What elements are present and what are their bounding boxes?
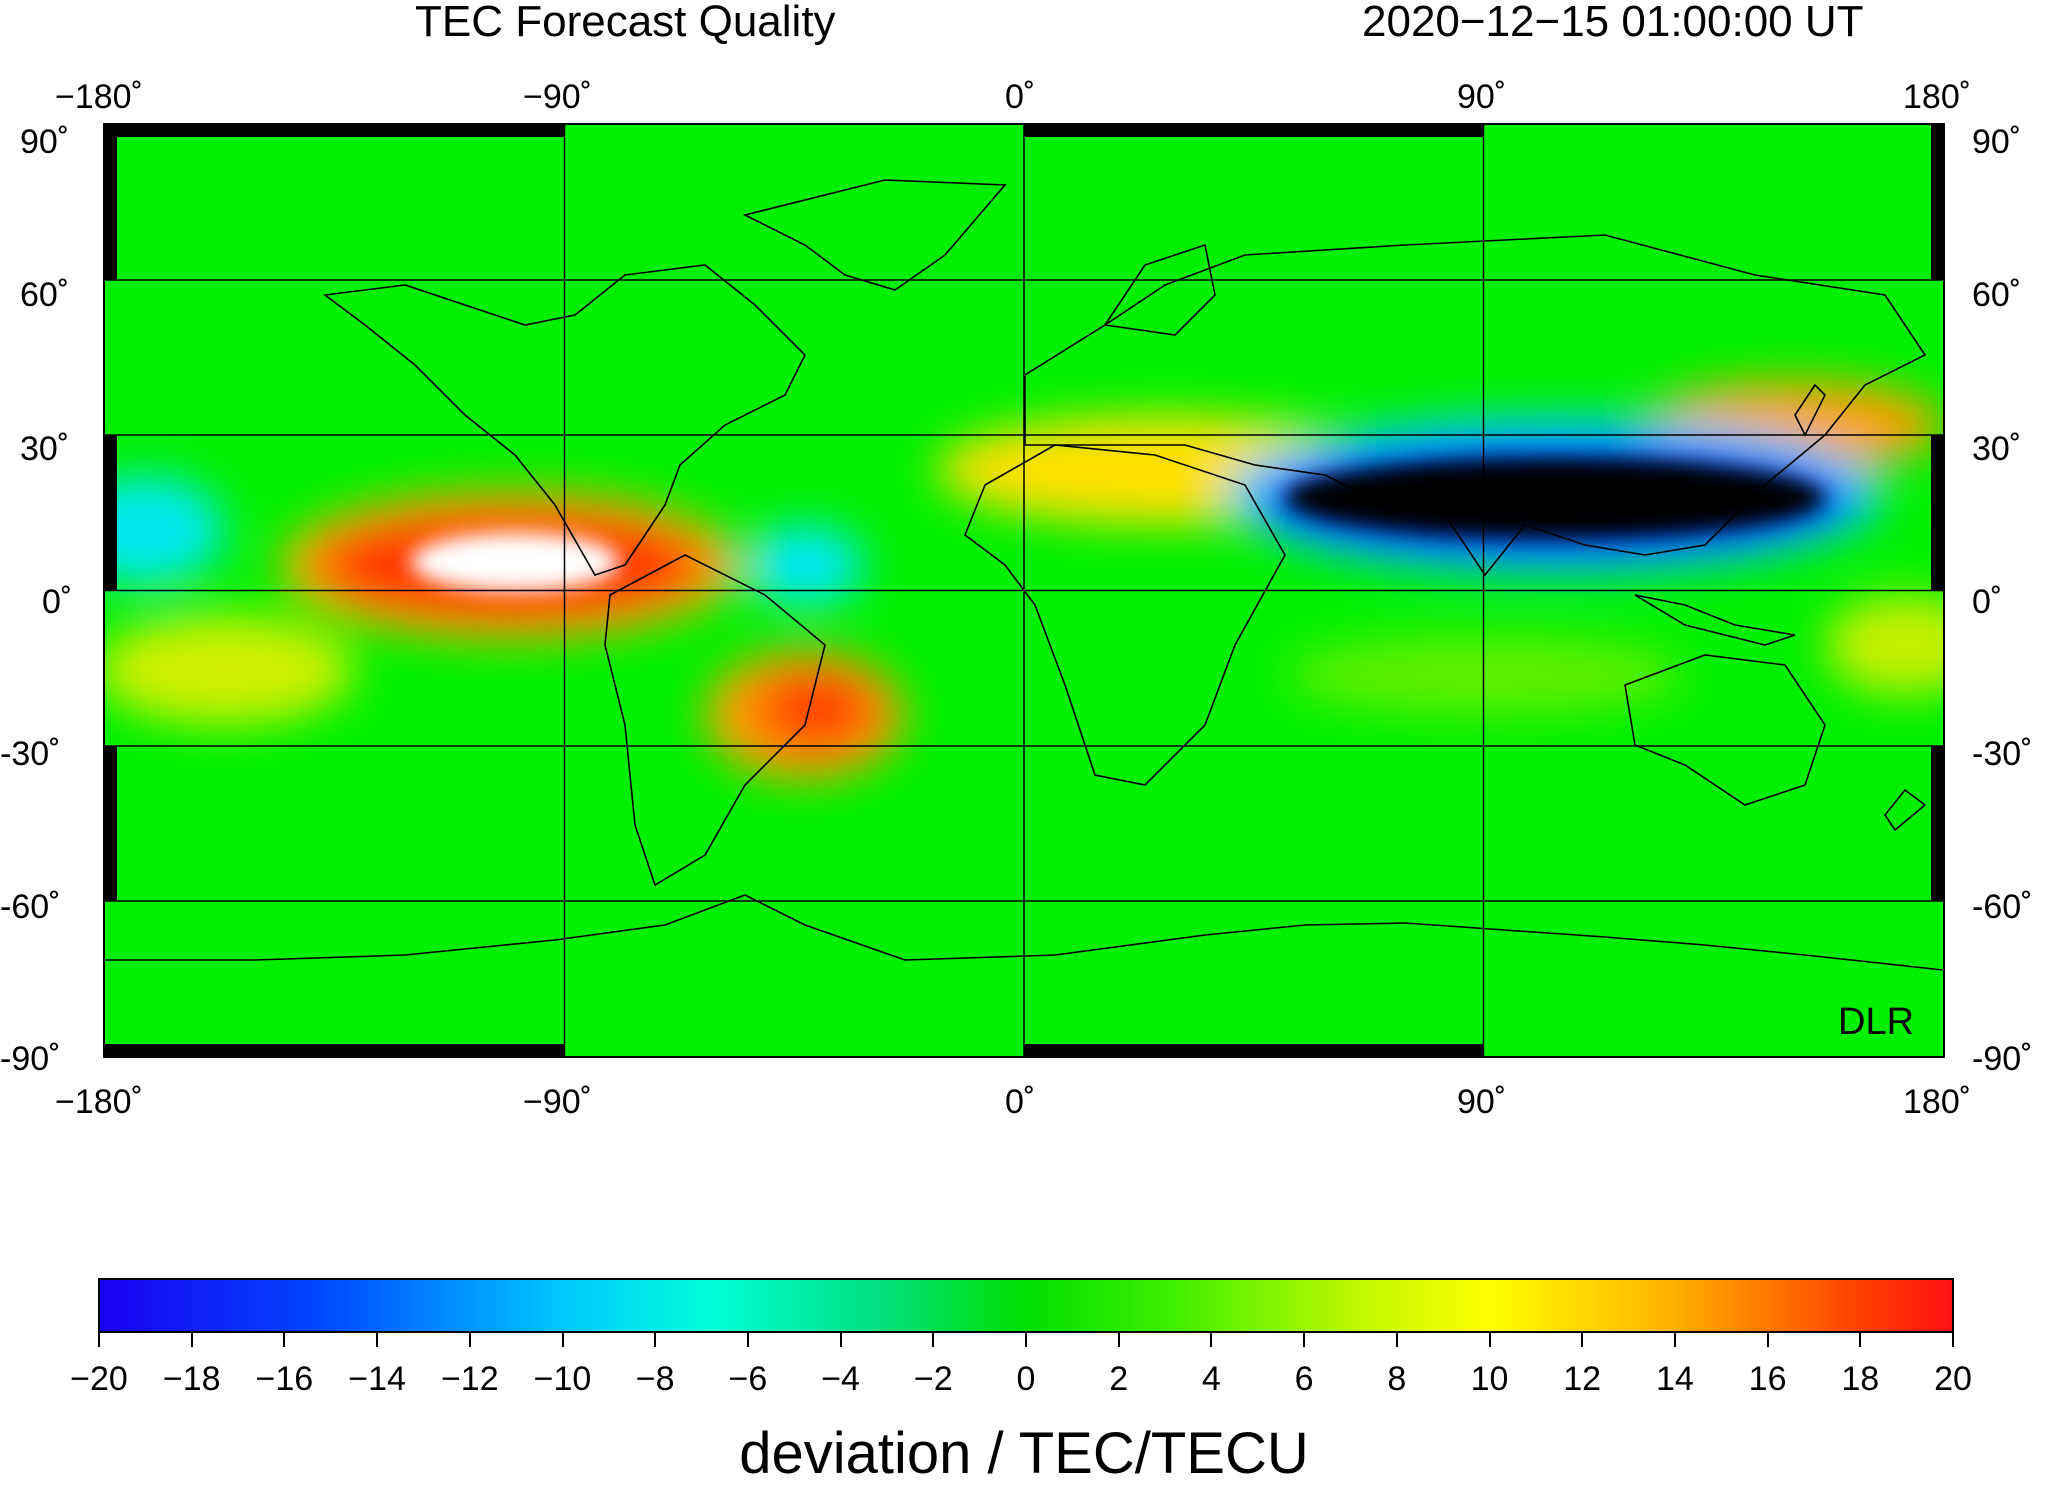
colorbar-tick-mark <box>1859 1333 1862 1347</box>
lat-tick-left: 60˚ <box>20 276 70 314</box>
coast-indonesia <box>1634 594 1796 646</box>
lon-tick-top: 180˚ <box>1903 78 1972 116</box>
lon-tick-bottom: −180˚ <box>55 1083 143 1121</box>
lat-tick-right: -60˚ <box>1972 888 2033 926</box>
colorbar-tick-label: 16 <box>1748 1360 1787 1398</box>
colorbar-tick-label: 18 <box>1841 1360 1880 1398</box>
colorbar-tick-label: −20 <box>70 1360 128 1398</box>
colorbar-tick-mark <box>746 1333 749 1347</box>
colorbar-tick-mark <box>1488 1333 1491 1347</box>
lat-tick-left: -30˚ <box>0 735 61 773</box>
coast-africa <box>964 444 1286 786</box>
colorbar-tick-mark <box>1303 1333 1306 1347</box>
coast-antarctica <box>105 894 1943 971</box>
colorbar-tick-label: −4 <box>821 1360 860 1398</box>
colorbar <box>98 1278 1954 1333</box>
lon-tick-bottom: −90˚ <box>523 1083 592 1121</box>
colorbar-tick-mark <box>654 1333 657 1347</box>
lon-tick-top: −180˚ <box>55 78 143 116</box>
lat-tick-right: 0˚ <box>1972 583 2003 621</box>
colorbar-tick-mark <box>1395 1333 1398 1347</box>
colorbar-tick-label: −2 <box>913 1360 953 1398</box>
colorbar-tick-mark <box>1581 1333 1584 1347</box>
lat-tick-left: 30˚ <box>20 430 70 468</box>
coast-australia <box>1624 654 1826 806</box>
lat-tick-left: -60˚ <box>0 888 61 926</box>
anomaly-east-pacific-core <box>410 532 620 592</box>
timestamp: 2020−12−15 01:00:00 UT <box>1362 0 1864 46</box>
coastlines <box>105 179 1943 971</box>
coast-new-zealand <box>1884 788 1927 832</box>
lon-tick-bottom: 180˚ <box>1903 1083 1972 1121</box>
colorbar-tick-label: 8 <box>1387 1360 1407 1398</box>
colorbar-tick-label: 4 <box>1201 1360 1221 1398</box>
colorbar-tick-mark <box>1117 1333 1120 1347</box>
lat-tick-right: -30˚ <box>1972 735 2033 773</box>
indian-ocean-tint <box>1285 635 1685 715</box>
credit-label: DLR <box>1838 1001 1915 1043</box>
lon-tick-bottom: 0˚ <box>1005 1083 1036 1121</box>
colorbar-tick-label: −8 <box>635 1360 675 1398</box>
colorbar-tick-label: 14 <box>1655 1360 1694 1398</box>
colorbar-tick-label: 12 <box>1563 1360 1602 1398</box>
colorbar-tick-label: −18 <box>162 1360 221 1398</box>
lon-tick-top: 90˚ <box>1457 78 1507 116</box>
colorbar-tick-label: 2 <box>1109 1360 1129 1398</box>
colorbar-tick-label: 20 <box>1934 1360 1972 1398</box>
map-title: TEC Forecast Quality <box>415 0 836 46</box>
colorbar-tick-mark <box>561 1333 564 1347</box>
colorbar-tick-mark <box>376 1333 379 1347</box>
lon-tick-top: −90˚ <box>523 78 592 116</box>
colorbar-tick-mark <box>468 1333 471 1347</box>
graticule <box>105 125 1943 1056</box>
lat-tick-right: 30˚ <box>1972 430 2022 468</box>
coast-japan <box>1794 383 1826 437</box>
tec-map <box>105 125 1943 1056</box>
colorbar-tick-label: 0 <box>1016 1360 1036 1398</box>
colorbar-tick-mark <box>839 1333 842 1347</box>
lat-tick-right: 60˚ <box>1972 276 2022 314</box>
colorbar-label: deviation / TEC/TECU <box>739 1421 1309 1486</box>
coast-north-america <box>322 264 806 576</box>
anomaly-asia-negative-core <box>1285 458 1825 538</box>
colorbar-tick-label: 10 <box>1470 1360 1509 1398</box>
coast-eurasia <box>1024 234 1927 577</box>
lon-tick-bottom: 90˚ <box>1457 1083 1507 1121</box>
colorbar-tick-mark <box>1952 1333 1954 1347</box>
lon-tick-top: 0˚ <box>1005 78 1036 116</box>
anomaly-pacific-dateline-positive <box>1825 595 1943 695</box>
anomaly-south-atlantic-positive <box>755 670 875 750</box>
colorbar-tick-mark <box>1210 1333 1213 1347</box>
coast-scandinavia <box>1103 243 1216 336</box>
lat-tick-right: 90˚ <box>1972 123 2022 161</box>
anomaly-amazon-negative <box>745 525 865 605</box>
colorbar-tick-label: 6 <box>1294 1360 1314 1398</box>
map-frame <box>103 123 1945 1058</box>
colorbar-tick-mark <box>1673 1333 1676 1347</box>
colorbar-tick-label: −12 <box>440 1360 499 1398</box>
colorbar-tick-mark <box>283 1333 286 1347</box>
colorbar-tick-label: −10 <box>533 1360 592 1398</box>
frame-ticks <box>105 125 1943 1056</box>
coast-south-america <box>604 554 826 887</box>
colorbar-tick-mark <box>190 1333 193 1347</box>
colorbar-tick-mark <box>1766 1333 1769 1347</box>
colorbar-tick-mark <box>98 1333 100 1347</box>
lat-tick-left: -90˚ <box>0 1040 61 1078</box>
colorbar-tick-label: −14 <box>348 1360 406 1398</box>
colorbar-tick-mark <box>932 1333 935 1347</box>
anomaly-central-pacific-negative <box>105 475 225 585</box>
colorbar-tick-label: −6 <box>728 1360 768 1398</box>
colorbar-tick-label: −16 <box>255 1360 314 1398</box>
lat-tick-left: 90˚ <box>20 123 70 161</box>
lat-tick-right: -90˚ <box>1972 1040 2033 1078</box>
coast-greenland <box>742 179 1007 291</box>
lat-tick-left: 0˚ <box>42 583 73 621</box>
colorbar-tick-mark <box>1025 1333 1027 1347</box>
anomaly-south-pacific-positive <box>105 615 355 725</box>
